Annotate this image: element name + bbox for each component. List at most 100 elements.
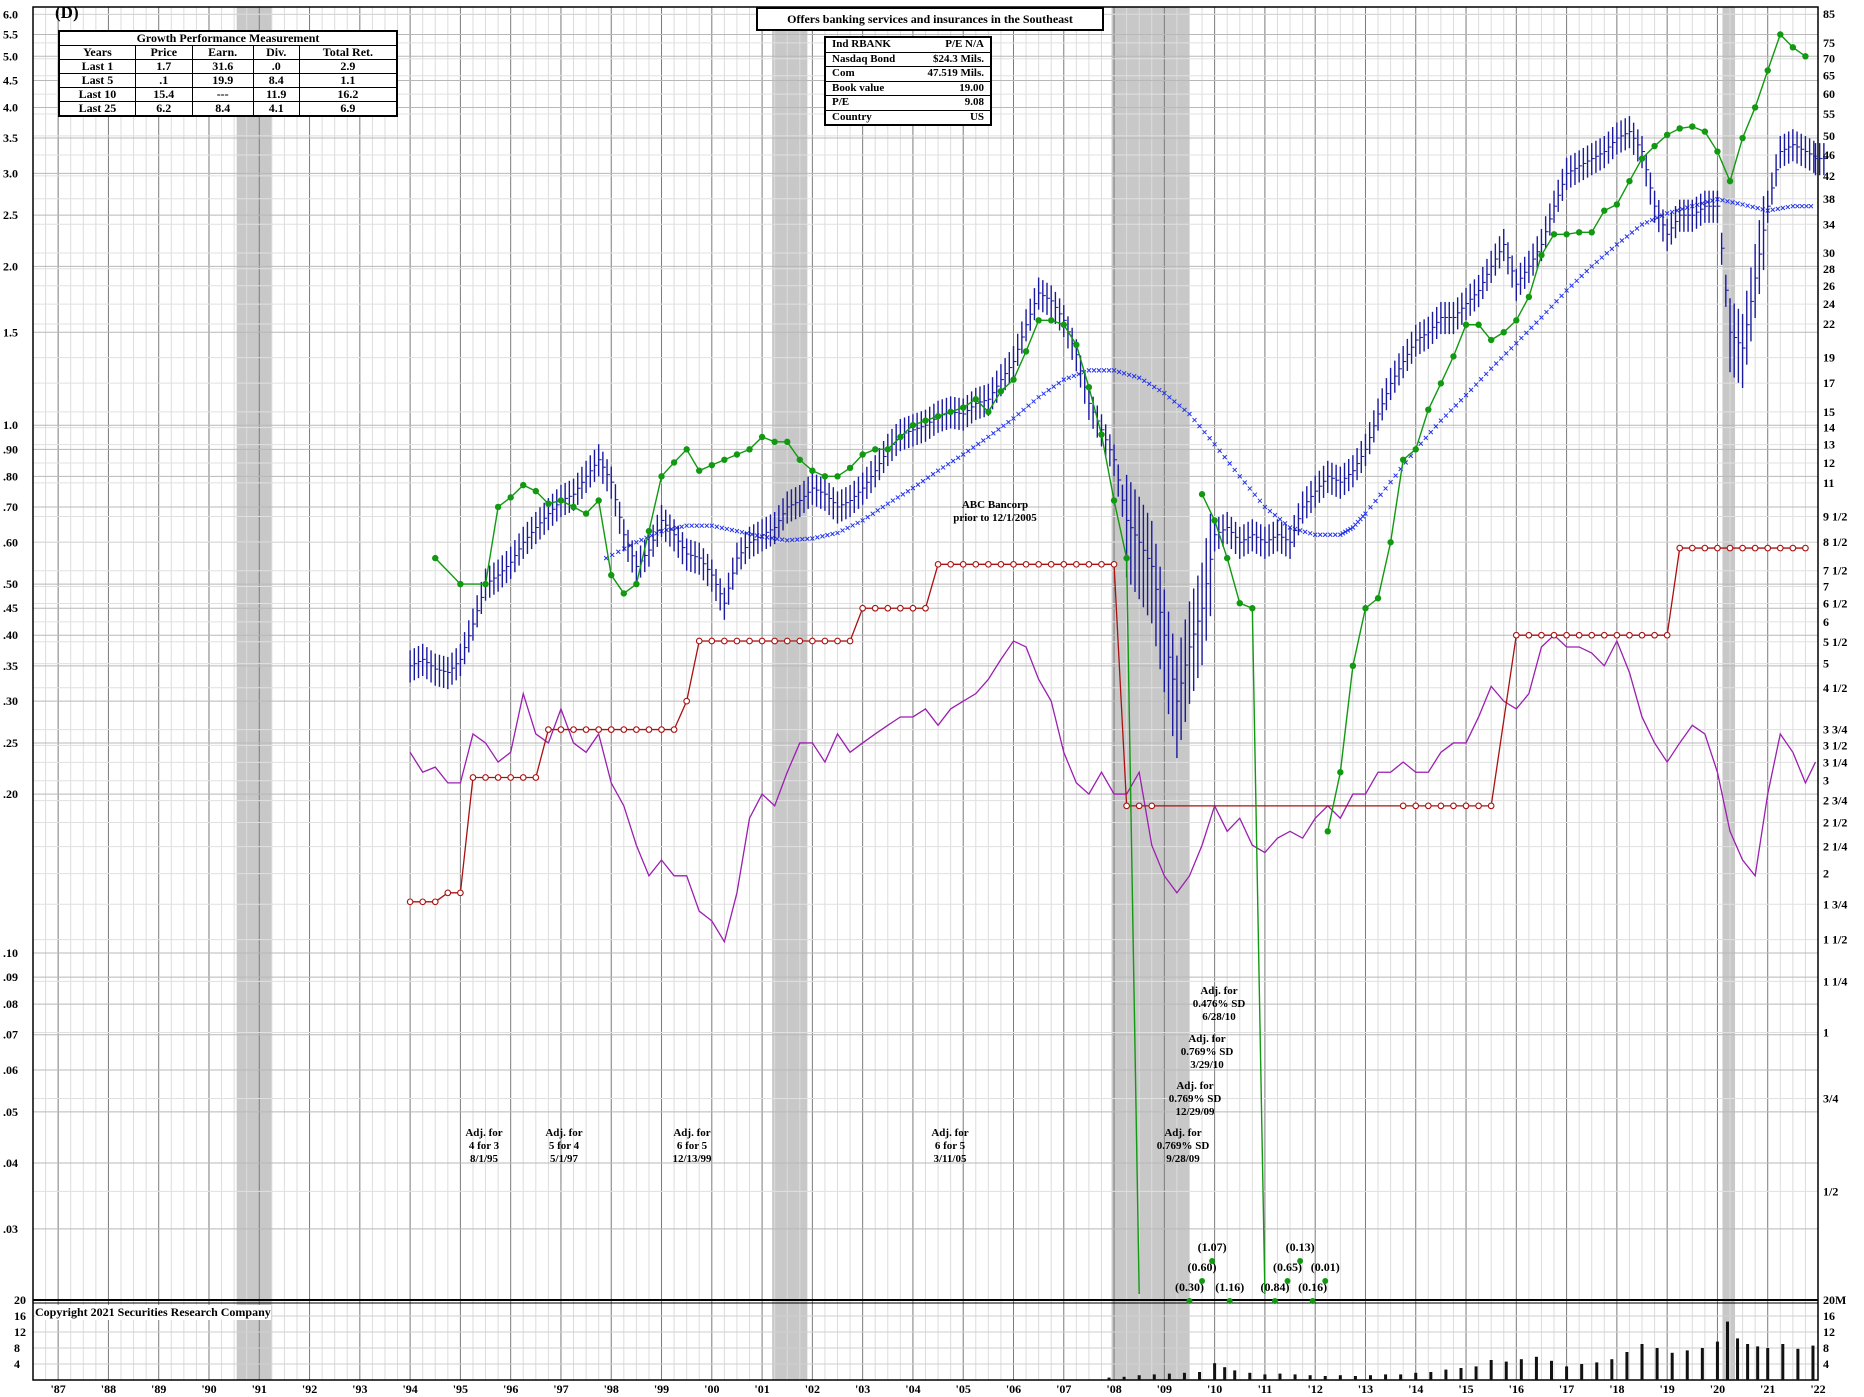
moving-average-point [1161,390,1167,396]
exchange-badge: (D) [55,3,79,22]
dividend-point [909,604,917,612]
earnings-point [1387,539,1394,546]
earnings-point [1588,229,1595,236]
volume-bar [1233,1370,1237,1380]
dividend-point [1588,631,1596,639]
y-tick-label: 2.5 [3,208,18,222]
x-tick-label: '03 [855,1382,870,1396]
dividend-point [532,774,540,781]
y-tick-label: .40 [3,628,18,642]
dividend-point [1487,802,1495,810]
moving-average-point [1378,492,1383,498]
annotation-sd-2010-03: Adj. for 0.769% SD 3/29/10 [1180,1033,1234,1071]
x-tick-label: '05 [956,1382,971,1396]
y-tick-label: .10 [3,946,18,960]
moving-average-point [799,536,805,542]
moving-average-point [1302,529,1308,535]
dividend-point [1688,544,1696,552]
moving-average-point [684,523,690,529]
moving-average-point [1433,424,1439,429]
y2-tick-label: 1 1/4 [1823,974,1847,988]
volume-bar [1293,1374,1297,1380]
y-tick-label: .50 [3,577,18,591]
moving-average-point [855,520,860,526]
moving-average-point [1212,441,1217,447]
info-label: P/E [832,96,850,108]
y-tick-label: .05 [3,1105,18,1119]
moving-average-point [845,525,850,531]
earnings-point [1701,128,1709,135]
y2-tick-label: 11 [1823,476,1834,490]
volume-bar [1122,1376,1126,1380]
moving-average-point [1312,532,1318,538]
earnings-point [884,446,891,453]
volume-bar [1213,1363,1217,1380]
moving-average-point [1639,222,1645,227]
moving-average-point [1177,403,1182,409]
y-tick-label: 4.5 [3,73,18,87]
dividend-point [758,637,766,645]
earnings-point [1764,67,1771,74]
dividend-point [633,726,640,733]
x-tick-label: '06 [1006,1382,1021,1396]
moving-average-point [1725,198,1730,204]
earnings-point [897,433,904,441]
moving-average-point [1488,366,1494,371]
dividend-point [834,637,841,645]
relative-strength-series [409,634,1817,944]
volume-bar [1489,1360,1493,1380]
volume-bar [1384,1374,1388,1380]
y2-tick-label: 1 3/4 [1823,897,1847,911]
earnings-point [557,497,565,504]
volume-bar [1474,1366,1478,1380]
moving-average-point [1629,230,1635,235]
dividend-point [821,637,829,645]
earnings-point [834,473,841,480]
moving-average-point [1418,441,1424,446]
table-cell: 6.2 [134,101,193,117]
moving-average-point [885,501,891,507]
moving-average-point [1720,197,1725,203]
moving-average-point [1664,210,1670,216]
moving-average-point [1478,376,1484,382]
y-tick-label: 3.5 [3,131,18,145]
earnings-point [1211,517,1218,524]
volume-bar [1781,1344,1785,1380]
dividend-point [708,637,716,645]
y-tick-label: .80 [3,469,18,483]
info-value: 19.00 [959,81,984,94]
earnings-point [721,456,728,463]
volume-bar [1223,1367,1227,1380]
volume-bar [1550,1360,1554,1380]
earnings-point [1098,431,1105,438]
volume-tick-label: 4 [1823,1357,1829,1371]
earnings-point [1462,321,1470,328]
dividend-point [1098,560,1105,568]
moving-average-point [1091,368,1097,373]
x-tick-label: '92 [302,1382,317,1396]
dividend-point [431,898,439,906]
moving-average-point [1790,203,1796,209]
info-value: P/E N/A [945,38,984,50]
earnings-point [1022,348,1030,355]
negative-earnings-label: (0.65) [1273,1260,1302,1274]
dividend-point [1701,544,1709,552]
copyright-notice: Copyright 2021 Securities Research Compa… [35,1305,271,1320]
moving-average-point [1775,206,1781,212]
recession-band [1111,7,1190,1380]
earnings-point [758,433,766,441]
recession-band [1722,7,1736,1380]
y-tick-label: .25 [3,736,18,750]
table-cell: --- [191,87,254,102]
table-cell: 8.4 [191,101,254,117]
dividend-point [959,560,967,568]
dividend-point [1047,560,1055,568]
moving-average-point [991,430,996,436]
moving-average-point [609,552,615,558]
dividend-point [997,560,1005,568]
earnings-point [771,438,778,446]
dividend-point [1676,544,1684,552]
dividend-point [922,604,929,612]
y-tick-label: .04 [3,1156,18,1170]
dividend-point [985,560,992,568]
